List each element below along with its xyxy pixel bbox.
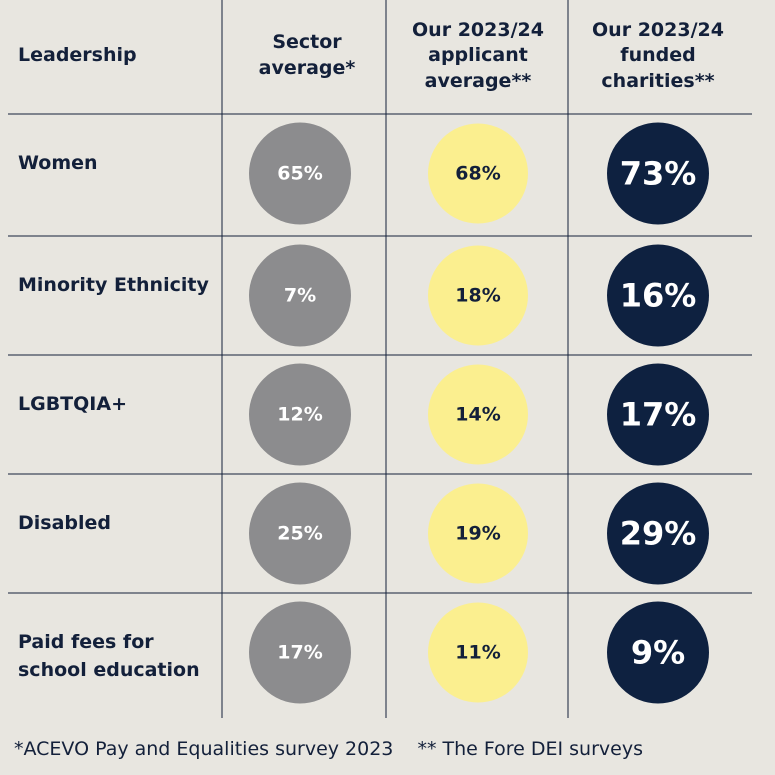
circle-sector-row-2 xyxy=(249,244,351,347)
circle-applicant-row-5 xyxy=(428,602,528,703)
circle-funded-row-2 xyxy=(607,244,709,347)
value-label-sector-row-4: 25% xyxy=(277,523,322,545)
value-label-funded-row-3: 17% xyxy=(620,396,697,434)
circle-applicant-row-3 xyxy=(428,364,528,465)
circle-applicant-row-4 xyxy=(428,483,528,584)
circle-sector-row-1 xyxy=(249,122,351,225)
value-label-funded-row-1: 73% xyxy=(620,155,697,193)
row-label-2: Minority Ethnicity xyxy=(18,274,209,296)
circle-funded-row-1 xyxy=(607,122,709,225)
row-label-1: Women xyxy=(18,152,98,174)
circle-funded-row-3 xyxy=(607,363,709,466)
value-label-funded-row-5: 9% xyxy=(631,634,685,672)
circle-sector-row-5 xyxy=(249,601,351,704)
value-label-applicant-row-2: 18% xyxy=(455,285,500,307)
circle-sector-row-3 xyxy=(249,363,351,466)
circle-applicant-row-1 xyxy=(428,123,528,224)
row-label-5: Paid fees for school education xyxy=(18,631,200,681)
value-label-funded-row-4: 29% xyxy=(620,515,697,553)
value-label-applicant-row-4: 19% xyxy=(455,523,500,545)
circle-funded-row-5 xyxy=(607,601,709,704)
value-label-sector-row-3: 12% xyxy=(277,404,322,426)
header-leadership: Leadership xyxy=(18,44,137,67)
header-funded-charities: Our 2023/24 funded charities** xyxy=(592,18,724,92)
value-label-sector-row-1: 65% xyxy=(277,163,322,185)
footnote-acevo: *ACEVO Pay and Equalities survey 2023 xyxy=(14,738,394,760)
value-label-sector-row-5: 17% xyxy=(277,642,322,664)
value-label-applicant-row-1: 68% xyxy=(455,163,500,185)
row-label-4: Disabled xyxy=(18,512,112,534)
header-sector-average: Sector average* xyxy=(258,31,356,79)
circle-funded-row-4 xyxy=(607,482,709,585)
header-applicant-average: Our 2023/24 applicant average** xyxy=(412,18,544,92)
value-label-applicant-row-3: 14% xyxy=(455,404,500,426)
footnote: *ACEVO Pay and Equalities survey 2023 **… xyxy=(14,738,661,760)
value-label-sector-row-2: 7% xyxy=(284,285,316,307)
circle-sector-row-4 xyxy=(249,482,351,585)
row-label-3: LGBTQIA+ xyxy=(18,393,127,415)
value-label-funded-row-2: 16% xyxy=(620,277,697,315)
value-label-applicant-row-5: 11% xyxy=(455,642,500,664)
circle-applicant-row-2 xyxy=(428,245,528,346)
footnote-fore: ** The Fore DEI surveys xyxy=(417,738,643,760)
